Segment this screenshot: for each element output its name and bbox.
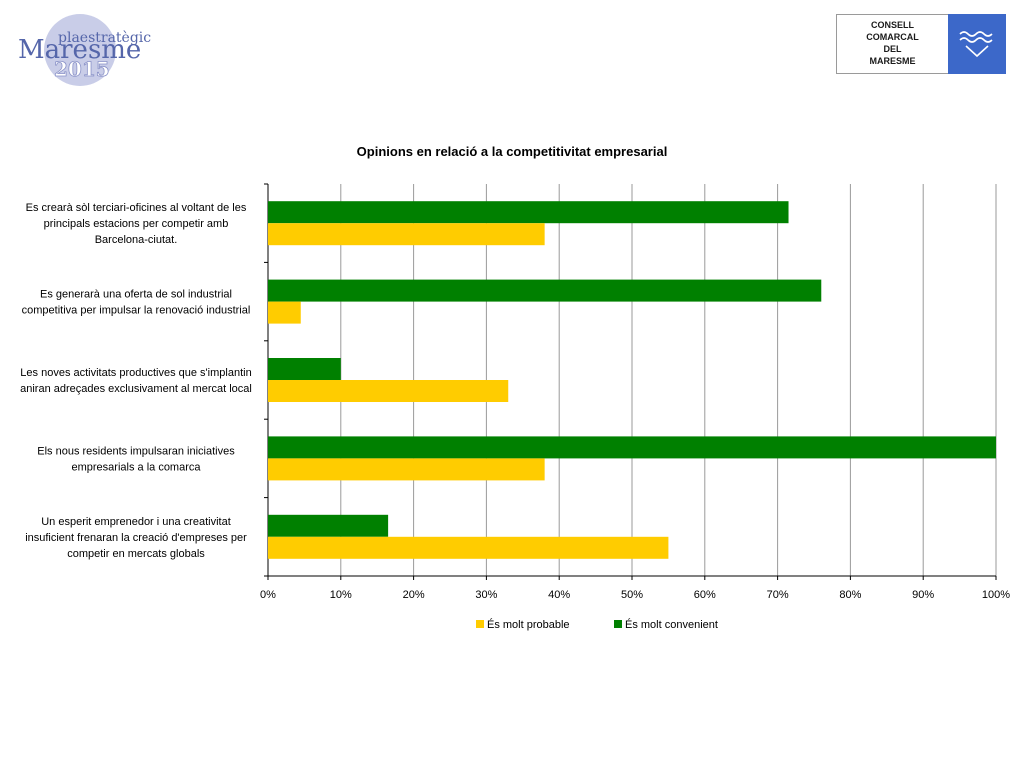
category-label: Es crearà sòl terciari-oficines al volta… [26,202,247,246]
bar-molt-probable [268,536,669,559]
brand-small-text: plaestratègic [58,30,151,46]
bar-molt-convenient [268,436,996,459]
council-line-2: COMARCAL [866,32,919,42]
x-tick-label: 90% [912,589,934,601]
bar-molt-convenient [268,201,789,224]
chart-title: Opinions en relació a la competitivitat … [357,144,668,159]
x-tick-label: 50% [621,589,643,601]
wave-emblem-icon [959,31,993,58]
x-tick-label: 40% [548,589,570,601]
legend-label-convenient: És molt convenient [625,618,718,631]
bar-molt-probable [268,380,509,402]
category-label: Es generarà una oferta de sol industrial… [22,289,251,317]
x-tick-label: 30% [475,589,497,601]
x-tick-label: 20% [403,589,425,601]
category-label: Les noves activitats productives que s'i… [20,367,252,395]
council-line-1: CONSELL [870,20,914,30]
legend-swatch-probable [476,620,484,628]
category-label: Els nous residents impulsaran iniciative… [37,445,235,473]
x-tick-label: 80% [839,589,861,601]
x-tick-label: 0% [260,589,276,601]
council-emblem [948,14,1006,74]
council-line-3: DEL [883,44,902,54]
legend-label-probable: És molt probable [487,618,570,631]
plaestrategic-logo-graphic: plaestratègic Maresme 2015 [18,14,151,86]
brand-year-text: 2015 [54,57,110,81]
plaestrategic-logo: plaestratègic Maresme 2015 [14,12,154,92]
category-label: Un esperit emprenedor i una creativitat i… [25,516,247,560]
x-tick-label: 10% [330,589,352,601]
council-name-box: CONSELL COMARCAL DEL MARESME [836,14,949,74]
bar-molt-probable [268,301,301,324]
bar-chart: Opinions en relació a la competitivitat … [20,144,1010,631]
bar-molt-probable [268,223,545,246]
x-tick-label: 60% [694,589,716,601]
council-line-4: MARESME [869,56,916,66]
x-tick-label: 70% [767,589,789,601]
legend-swatch-convenient [614,620,622,628]
brand-big-text: Maresme [18,35,141,65]
x-tick-label: 100% [982,589,1010,601]
bar-molt-convenient [268,279,822,302]
chart-container: Opinions en relació a la competitivitat … [0,130,1024,650]
bar-molt-convenient [268,358,341,380]
bar-molt-convenient [268,514,389,537]
consell-comarcal-logo: CONSELL COMARCAL DEL MARESME [836,14,1008,74]
bar-molt-probable [268,458,545,481]
